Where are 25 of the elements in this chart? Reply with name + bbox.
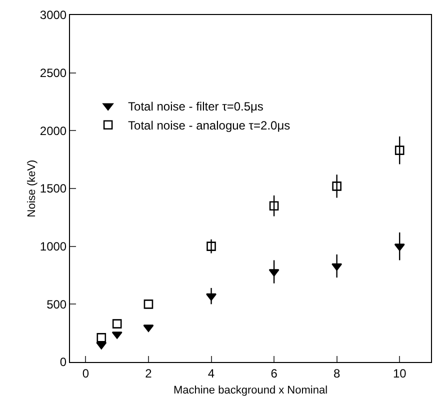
point <box>206 242 216 251</box>
x-tick-label: 0 <box>82 366 90 380</box>
y-axis-title: Noise (keV) <box>26 160 38 218</box>
x-tick-label: 2 <box>145 366 152 380</box>
y-tick-label: 2500 <box>40 66 67 80</box>
point <box>144 300 154 309</box>
y-tick-label: 1500 <box>40 182 67 196</box>
x-tick-label: 4 <box>208 366 215 380</box>
y-tick-label: 3000 <box>40 8 67 22</box>
x-tick-label: 6 <box>270 366 278 380</box>
y-tick-label: 2000 <box>40 124 67 138</box>
y-tick-label: 500 <box>46 297 67 312</box>
legend-label: Total noise - filter τ=0.5μs <box>128 100 264 114</box>
point <box>332 263 342 271</box>
x-tick-label: 8 <box>333 366 340 380</box>
legend-label: Total noise - analogue τ=2.0μs <box>128 118 290 133</box>
x-axis-title: Machine background x Nominal <box>173 384 328 397</box>
point <box>394 146 404 155</box>
point <box>332 182 342 191</box>
point <box>112 319 122 328</box>
point <box>269 201 279 210</box>
point <box>96 333 106 342</box>
y-tick-label: 1000 <box>40 240 67 254</box>
x-tick-label: 10 <box>392 366 407 380</box>
y-tick-label: 0 <box>60 355 67 370</box>
